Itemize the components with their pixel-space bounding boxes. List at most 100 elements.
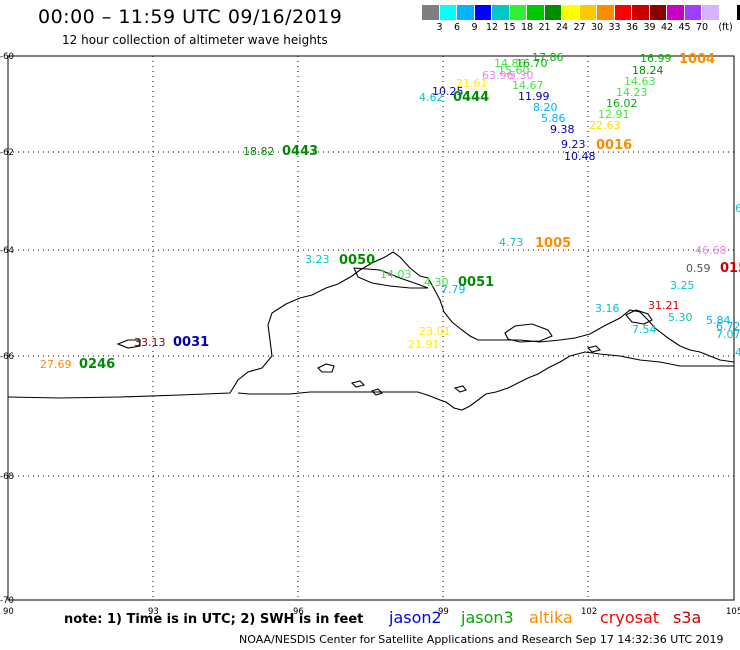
color-scale-label: 33 — [608, 22, 621, 33]
color-scale-label: 9 — [471, 22, 478, 33]
pass-time-label: 0050 — [339, 253, 375, 268]
lon-label: 105 — [726, 607, 740, 617]
color-scale-label: 45 — [678, 22, 691, 33]
wave-height-label: 3.25 — [670, 279, 695, 292]
wave-height-label: 10.48 — [564, 150, 596, 163]
color-scale-swatch — [649, 5, 667, 20]
lon-label: 90 — [3, 607, 14, 617]
wave-height-label: 7.79 — [441, 283, 466, 296]
lat-label: -62 — [0, 148, 14, 158]
color-scale-label: 3 — [436, 22, 443, 33]
map-subtitle: 12 hour collection of altimeter wave hei… — [62, 33, 328, 47]
color-scale-swatch — [422, 5, 440, 20]
wave-height-label: 16.70 — [516, 57, 548, 70]
color-scale-swatch — [474, 5, 492, 20]
footer-note: note: 1) Time is in UTC; 2) SWH is in fe… — [64, 612, 364, 627]
color-scale-label: 12 — [485, 22, 499, 33]
color-scale-label: 36 — [625, 22, 639, 33]
wave-height-label: 4.73 — [499, 236, 524, 249]
coastline — [7, 251, 735, 411]
wave-height-label: 31.21 — [648, 299, 680, 312]
graticule — [8, 56, 734, 600]
lat-label: -68 — [0, 472, 14, 482]
wave-height-label: 9.38 — [550, 123, 575, 136]
wave-height-label: 3.23 — [305, 253, 330, 266]
lon-label: 102 — [581, 607, 597, 617]
wave-height-label: 0.59 — [686, 262, 711, 275]
wave-height-label: 63.96 — [482, 69, 514, 82]
wave-height-label: 14.23 — [616, 86, 648, 99]
pass-time-label: 0031 — [173, 335, 209, 350]
color-scale-label: 6 — [453, 22, 461, 33]
wave-height-label: 15.60 — [498, 64, 530, 77]
color-scale-swatches — [422, 5, 740, 20]
wave-height-label: 12.91 — [598, 108, 630, 121]
wave-height-label: 16.99 — [640, 52, 672, 65]
color-scale-swatch — [667, 5, 685, 20]
wave-height-label: 14.63 — [624, 75, 656, 88]
color-scale-swatch — [457, 5, 475, 20]
satellite-altika: altika — [529, 608, 573, 627]
wave-height-label: 4.30 — [424, 276, 449, 289]
wave-height-label: 18.24 — [632, 64, 664, 77]
color-scale-swatch — [737, 5, 740, 20]
color-scale-swatch — [614, 5, 632, 20]
color-scale-swatch — [684, 5, 702, 20]
wave-height-label: 10.25 — [432, 85, 464, 98]
wave-height-label: 33.13 — [134, 336, 166, 349]
wave-height-label: 5.86 — [541, 112, 566, 125]
wave-height-label: 5.30 — [509, 69, 534, 82]
color-scale-labels: 3 6 9 12 15 18 21 24 27 30 33 36 39 42 45 70 (ft) — [422, 22, 740, 36]
color-scale-label: 30 — [590, 22, 604, 33]
color-scale-swatch — [702, 5, 720, 20]
color-scale-swatch — [597, 5, 615, 20]
lat-label: -60 — [0, 52, 14, 62]
pass-time-label: 0051 — [458, 275, 494, 290]
footer-credit: NOAA/NESDIS Center for Satellite Applica… — [239, 633, 724, 646]
pass-time-label: 0246 — [79, 357, 115, 372]
wave-height-label: 14.03 — [380, 268, 412, 281]
color-scale-label: 15 — [503, 22, 516, 33]
wave-height-label: 14.86 — [494, 57, 526, 70]
color-scale-swatch — [527, 5, 545, 20]
lat-label: -70 — [0, 596, 14, 606]
color-scale-swatch — [632, 5, 650, 20]
wave-height-label: 17.86 — [532, 51, 564, 64]
lat-label: -66 — [0, 352, 14, 362]
color-scale-swatch — [544, 5, 562, 20]
wave-height-color-scale: 3 6 9 12 15 18 21 24 27 30 33 36 39 42 45 70 (ft) — [422, 5, 740, 33]
satellite-s3a: s3a — [673, 608, 702, 627]
wave-height-label: 14.67 — [512, 79, 544, 92]
wave-height-label: 21.61 — [456, 77, 488, 90]
map-frame — [7, 55, 735, 601]
wave-height-label: 7.54 — [632, 323, 657, 336]
wave-height-label: 5.30 — [668, 311, 693, 324]
pass-time-label: 015 — [720, 261, 740, 276]
pass-time-label: 0443 — [282, 144, 318, 159]
color-scale-label: 39 — [643, 22, 656, 33]
lon-label: 96 — [293, 607, 304, 617]
wave-height-label: 5.84 — [706, 314, 731, 327]
lon-label: 99 — [438, 607, 449, 617]
satellite-cryosat: cryosat — [600, 608, 660, 627]
color-scale-swatch — [562, 5, 580, 20]
wave-height-label: 27.69 — [40, 358, 72, 371]
pass-time-label: 0016 — [596, 138, 632, 153]
color-scale-label: 24 — [555, 22, 569, 33]
color-scale-label: 70 — [695, 22, 709, 33]
color-scale-label: 21 — [538, 22, 551, 33]
wave-height-label: 23.01 — [419, 325, 451, 338]
color-scale-swatch — [492, 5, 510, 20]
wave-height-label: 4 — [735, 346, 740, 359]
map-title: 00:00 – 11:59 UTC 09/16/2019 — [38, 6, 343, 28]
color-scale-swatch — [509, 5, 527, 20]
satellite-jason2: jason2 — [389, 608, 442, 627]
lon-label: 93 — [148, 607, 159, 617]
color-scale-label: 18 — [520, 22, 534, 33]
wave-height-label: 16.02 — [606, 97, 638, 110]
wave-height-label: 21.91 — [408, 338, 440, 351]
pass-time-label: 0444 — [453, 90, 489, 105]
wave-height-label: 4.62 — [419, 91, 444, 104]
wave-height-label: 3.16 — [595, 302, 620, 315]
